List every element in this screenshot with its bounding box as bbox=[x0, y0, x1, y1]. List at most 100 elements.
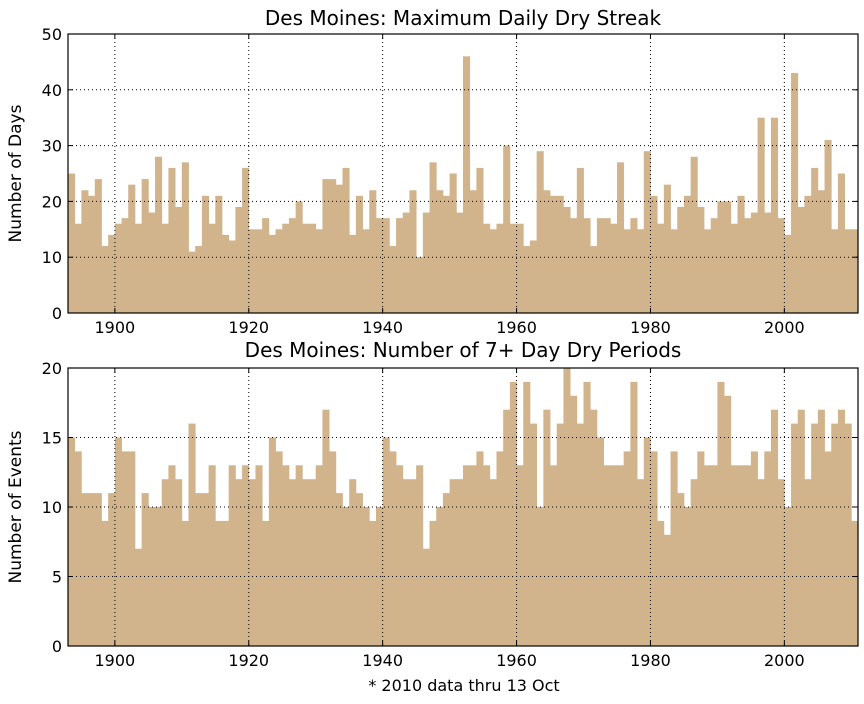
bar-1930 bbox=[315, 465, 323, 646]
bar-1932 bbox=[329, 179, 337, 313]
bar-1919 bbox=[242, 465, 250, 646]
plot-frame bbox=[67, 33, 859, 314]
bar-1962 bbox=[529, 423, 538, 646]
bar-1985 bbox=[683, 195, 692, 313]
bar-1980 bbox=[650, 195, 658, 313]
bar-1938 bbox=[369, 520, 377, 646]
x-tick-label: 1920 bbox=[228, 651, 269, 670]
bar-1924 bbox=[275, 451, 283, 646]
bar-1943 bbox=[402, 212, 410, 313]
bar-1961 bbox=[523, 246, 531, 313]
bar-2002 bbox=[797, 409, 805, 646]
bar-1957 bbox=[496, 451, 504, 646]
bar-1894 bbox=[74, 223, 82, 313]
bar-1973 bbox=[603, 218, 611, 313]
bar-1946 bbox=[422, 548, 430, 646]
bar-1954 bbox=[476, 167, 484, 313]
bar-1960 bbox=[516, 465, 524, 646]
x-tick-label: 1900 bbox=[95, 318, 136, 337]
bar-1917 bbox=[228, 465, 236, 646]
chart-panel-max-dry-streak: 1900 1920 1940 1960 1980 2000 0 10 20 30 40 50 Des M… bbox=[6, 6, 859, 337]
bar-1964 bbox=[543, 190, 551, 313]
bar-1967 bbox=[563, 206, 571, 313]
bar-1979 bbox=[643, 151, 651, 313]
bar-1936 bbox=[355, 195, 363, 313]
bar-1934 bbox=[342, 167, 350, 313]
bar-1908 bbox=[168, 465, 176, 646]
bar-1995 bbox=[750, 451, 758, 646]
bar-1998 bbox=[770, 117, 779, 313]
bar-1902 bbox=[128, 451, 136, 646]
bar-1907 bbox=[161, 479, 169, 646]
bar-1968 bbox=[570, 218, 578, 313]
bar-1984 bbox=[677, 493, 685, 646]
bar-1928 bbox=[302, 223, 310, 313]
bar-1929 bbox=[309, 223, 317, 313]
bar-1894 bbox=[74, 451, 82, 646]
bar-1969 bbox=[576, 423, 584, 646]
bar-1903 bbox=[134, 223, 143, 313]
bar-1971 bbox=[590, 246, 598, 313]
bar-1955 bbox=[483, 465, 491, 646]
bar-1977 bbox=[630, 381, 638, 646]
bar-1911 bbox=[188, 251, 196, 313]
bar-1994 bbox=[744, 465, 752, 646]
bar-1956 bbox=[489, 479, 497, 646]
bar-2002 bbox=[797, 206, 805, 313]
bar-1935 bbox=[349, 479, 357, 646]
bar-1930 bbox=[315, 229, 323, 313]
bar-1916 bbox=[221, 520, 230, 646]
bar-2003 bbox=[804, 479, 812, 646]
bar-1986 bbox=[690, 156, 698, 313]
bar-1990 bbox=[717, 381, 725, 646]
bar-1929 bbox=[309, 479, 317, 646]
bar-1974 bbox=[610, 465, 618, 646]
y-tick-label: 15 bbox=[42, 429, 62, 448]
bar-1910 bbox=[181, 162, 189, 313]
bar-1975 bbox=[616, 465, 625, 646]
bar-1912 bbox=[195, 493, 203, 646]
bar-1997 bbox=[764, 212, 772, 313]
bar-1934 bbox=[342, 507, 350, 646]
bar-1913 bbox=[201, 493, 209, 646]
bar-1896 bbox=[88, 493, 96, 646]
bar-2010 bbox=[851, 229, 859, 313]
bar-1931 bbox=[322, 179, 330, 313]
bar-1949 bbox=[442, 493, 451, 646]
bar-2006 bbox=[824, 451, 832, 646]
bar-1913 bbox=[201, 195, 209, 313]
bar-1968 bbox=[570, 395, 578, 646]
bar-1910 bbox=[181, 520, 189, 646]
x-tick-label: 1940 bbox=[362, 651, 403, 670]
bar-1982 bbox=[663, 534, 671, 646]
bar-1901 bbox=[121, 218, 129, 313]
x-tick-label: 1920 bbox=[228, 318, 269, 337]
bar-1914 bbox=[208, 465, 216, 646]
bar-1915 bbox=[215, 195, 223, 313]
bar-1942 bbox=[396, 218, 404, 313]
bar-1962 bbox=[529, 240, 538, 313]
bar-1895 bbox=[81, 493, 89, 646]
bar-2000 bbox=[784, 507, 792, 646]
bar-1906 bbox=[155, 507, 163, 646]
bar-1897 bbox=[94, 493, 102, 646]
y-tick-label: 30 bbox=[42, 137, 62, 156]
bar-1998 bbox=[770, 409, 779, 646]
bar-1972 bbox=[596, 437, 604, 646]
y-tick-label: 5 bbox=[52, 568, 62, 587]
bar-2007 bbox=[831, 229, 839, 313]
bar-1947 bbox=[429, 520, 437, 646]
bar-1979 bbox=[643, 437, 651, 646]
bar-1943 bbox=[402, 479, 410, 646]
bar-1958 bbox=[503, 145, 511, 313]
y-tick-label: 0 bbox=[52, 304, 62, 323]
bar-1926 bbox=[288, 479, 297, 646]
bar-1960 bbox=[516, 223, 524, 313]
bar-1957 bbox=[496, 223, 504, 313]
y-axis-label: Number of Days bbox=[6, 104, 26, 242]
bar-1918 bbox=[235, 206, 243, 313]
bar-1895 bbox=[81, 190, 89, 313]
bar-1999 bbox=[777, 479, 785, 646]
bar-1993 bbox=[737, 465, 745, 646]
bar-1975 bbox=[616, 162, 625, 313]
